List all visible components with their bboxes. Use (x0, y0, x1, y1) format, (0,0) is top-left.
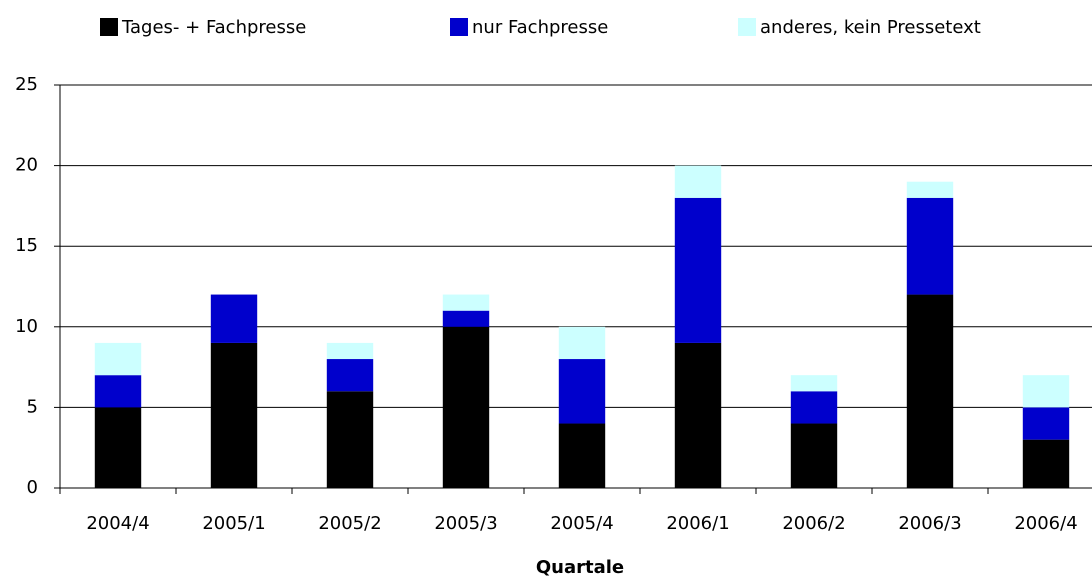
x-tick-label: 2006/3 (898, 513, 961, 534)
x-tick-label: 2005/4 (550, 513, 613, 534)
y-tick-label: 20 (15, 155, 38, 176)
bar-segment (94, 342, 142, 376)
legend-label: nur Fachpresse (472, 17, 608, 38)
legend-swatch (100, 18, 118, 36)
x-tick-label: 2006/4 (1014, 513, 1077, 534)
legend-swatch (738, 18, 756, 36)
bar-segment (1022, 439, 1070, 488)
bar-segment (326, 359, 374, 392)
bar-segment (94, 375, 142, 408)
y-tick-label: 15 (15, 235, 38, 256)
bar-segment (790, 391, 838, 424)
x-tick-label: 2006/1 (666, 513, 729, 534)
bar-segment (558, 326, 606, 360)
x-tick-label: 2005/3 (434, 513, 497, 534)
x-tick-label: 2005/1 (202, 513, 265, 534)
bar-segment (674, 197, 722, 343)
bar-segment (558, 423, 606, 488)
bar-segment (674, 342, 722, 488)
legend-label: anderes, kein Pressetext (760, 17, 981, 38)
bar-segment (1022, 407, 1070, 440)
y-tick-label: 25 (15, 74, 38, 95)
legend-swatch (450, 18, 468, 36)
bar-segment (790, 375, 838, 392)
bar-segment (210, 294, 258, 343)
bar-segment (442, 326, 490, 488)
bar-segment (442, 294, 490, 311)
bar-segment (1022, 375, 1070, 408)
bar-segment (790, 423, 838, 488)
y-tick-label: 5 (27, 396, 38, 417)
legend-label: Tages- + Fachpresse (121, 17, 306, 38)
bar-segment (674, 165, 722, 198)
bar-segment (906, 181, 954, 198)
x-tick-label: 2004/4 (86, 513, 149, 534)
y-tick-label: 0 (27, 477, 38, 498)
y-tick-label: 10 (15, 316, 38, 337)
x-tick-label: 2006/2 (782, 513, 845, 534)
bar-segment (906, 197, 954, 295)
bar-segment (326, 342, 374, 360)
bar-segment (210, 342, 258, 488)
x-axis-title: Quartale (536, 557, 624, 578)
bar-segment (558, 359, 606, 424)
bar-segment (326, 391, 374, 488)
bar-segment (906, 294, 954, 488)
x-tick-label: 2005/2 (318, 513, 381, 534)
bar-segment (94, 407, 142, 488)
bar-segment (442, 310, 490, 327)
